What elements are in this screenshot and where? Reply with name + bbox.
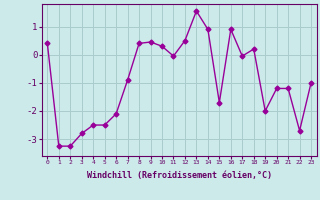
- X-axis label: Windchill (Refroidissement éolien,°C): Windchill (Refroidissement éolien,°C): [87, 171, 272, 180]
